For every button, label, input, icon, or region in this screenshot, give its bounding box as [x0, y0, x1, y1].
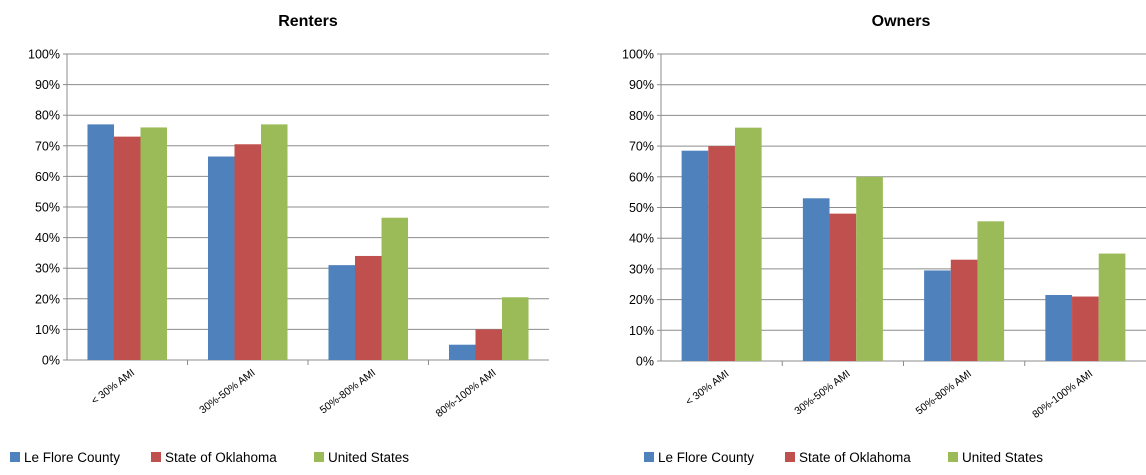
bar-state-of-oklahoma — [708, 146, 735, 361]
legend-swatch — [314, 452, 324, 462]
y-tick-label: 40% — [629, 232, 654, 246]
bar-state-of-oklahoma — [829, 213, 857, 361]
bar-le-flore-county — [681, 150, 709, 361]
x-tick-label: 80%-100% AMI — [1030, 368, 1095, 421]
y-tick-label: 90% — [629, 78, 654, 92]
x-tick-label: 50%-80% AMI — [914, 368, 974, 418]
bar-le-flore-county — [1045, 294, 1073, 361]
legend-swatch — [151, 452, 161, 462]
x-tick-label: < 30% AMI — [89, 367, 137, 407]
x-tick-label: 80%-100% AMI — [434, 367, 499, 420]
bar-united-states — [856, 176, 883, 361]
x-tick-label: 30%-50% AMI — [792, 368, 852, 418]
chart-1: Owners 0% 10% 20% 30% 40% 50% 60% 70% 80% 90% 100% <… — [622, 13, 1146, 465]
bar-le-flore-county — [87, 124, 114, 360]
y-tick-label: 0% — [636, 355, 654, 369]
bar-le-flore-county — [924, 270, 951, 361]
legend-entry: Le Flore County — [658, 450, 754, 465]
bar-state-of-oklahoma — [234, 144, 262, 360]
chart-0: Renters 0% 10% 20% 30% 40% 50% 60% 70% 80% 90% 100%… — [10, 13, 549, 465]
chart-title: Owners — [872, 13, 931, 30]
bar-le-flore-county — [207, 156, 235, 360]
y-tick-label: 60% — [629, 170, 654, 184]
legend-entry: State of Oklahoma — [165, 450, 277, 465]
chart-title: Renters — [278, 13, 338, 30]
legend-entry: Le Flore County — [24, 450, 120, 465]
y-tick-label: 40% — [35, 231, 60, 245]
bar-state-of-oklahoma — [950, 259, 978, 361]
bar-united-states — [140, 127, 168, 360]
bar-le-flore-county — [328, 265, 355, 360]
bar-state-of-oklahoma — [354, 255, 382, 360]
x-tick-label: < 30% AMI — [683, 368, 731, 408]
legend-swatch — [785, 452, 795, 462]
bar-state-of-oklahoma — [475, 329, 503, 360]
y-tick-label: 100% — [28, 48, 60, 62]
bar-state-of-oklahoma — [113, 136, 141, 360]
legend-swatch — [948, 452, 958, 462]
y-tick-label: 20% — [35, 292, 60, 306]
y-tick-label: 70% — [629, 140, 654, 154]
bar-state-of-oklahoma — [1072, 296, 1099, 361]
bar-united-states — [1098, 253, 1126, 361]
y-tick-label: 50% — [629, 201, 654, 215]
legend-swatch — [644, 452, 654, 462]
legend-entry: United States — [328, 450, 409, 465]
y-tick-label: 20% — [629, 293, 654, 307]
y-tick-label: 80% — [629, 109, 654, 123]
y-tick-label: 70% — [35, 139, 60, 153]
y-tick-label: 10% — [35, 323, 60, 337]
y-tick-label: 90% — [35, 78, 60, 92]
x-tick-label: 50%-80% AMI — [318, 367, 378, 417]
bar-united-states — [977, 221, 1005, 361]
y-tick-label: 30% — [35, 262, 60, 276]
bar-le-flore-county — [802, 198, 830, 361]
legend-swatch — [10, 452, 20, 462]
legend-entry: United States — [962, 450, 1043, 465]
y-tick-label: 100% — [622, 48, 654, 62]
y-tick-label: 30% — [629, 262, 654, 276]
y-tick-label: 60% — [35, 170, 60, 184]
bar-united-states — [734, 127, 762, 362]
y-tick-label: 80% — [35, 109, 60, 123]
bar-united-states — [261, 124, 288, 360]
y-tick-label: 50% — [35, 201, 60, 215]
legend-entry: State of Oklahoma — [799, 450, 911, 465]
bar-united-states — [502, 297, 529, 360]
y-tick-label: 0% — [42, 354, 60, 368]
bar-united-states — [381, 217, 409, 360]
bar-le-flore-county — [448, 344, 476, 360]
y-tick-label: 10% — [629, 324, 654, 338]
x-tick-label: 30%-50% AMI — [197, 367, 257, 417]
